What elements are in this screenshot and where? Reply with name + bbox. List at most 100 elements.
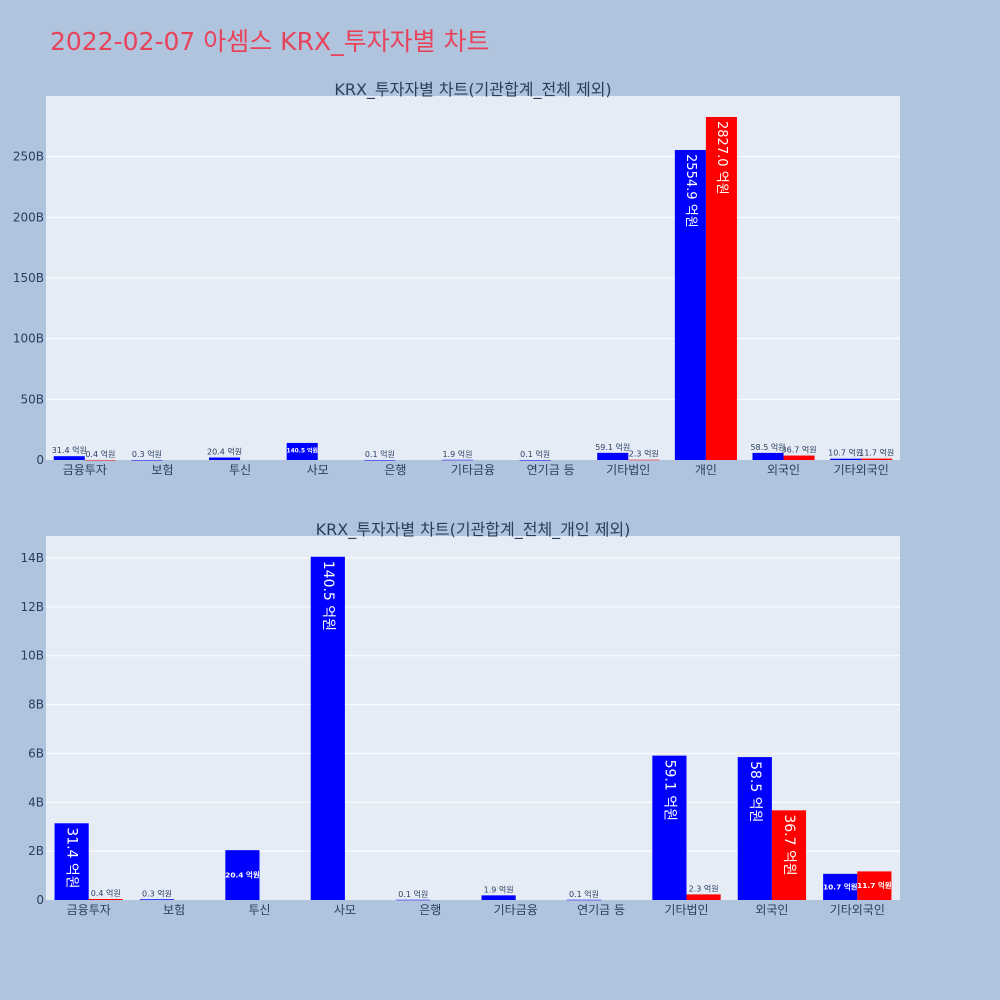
bar-value-label: 0.4 억원 <box>85 449 115 459</box>
bar-value-label: 59.1 억원 <box>661 760 677 821</box>
y-tick-label: 2B <box>28 844 44 858</box>
x-tick-label: 기타외국인 <box>830 903 885 917</box>
bar-value-label: 2827.0 억원 <box>714 121 729 195</box>
bar-series-1 <box>652 755 687 900</box>
bar-value-label: 11.7 억원 <box>859 448 894 458</box>
bar-value-label: 1.9 억원 <box>442 449 472 459</box>
y-tick-label: 0 <box>36 893 44 907</box>
page-title: 2022-02-07 아셈스 KRX_투자자별 차트 <box>50 27 490 56</box>
bar-series-1 <box>139 899 175 900</box>
bar-value-label: 2554.9 억원 <box>683 154 698 228</box>
bar-value-label: 140.5 억원 <box>287 446 318 454</box>
x-tick-label: 기타외국인 <box>834 463 889 477</box>
bar-value-label: 2.3 억원 <box>689 883 719 893</box>
bar-series-2 <box>84 459 116 461</box>
bar-value-label: 0.1 억원 <box>520 449 550 459</box>
x-tick-label: 기타금융 <box>451 463 495 477</box>
bar-series-1 <box>396 899 431 901</box>
bar-value-label: 36.7 억원 <box>781 814 797 875</box>
bar-value-label: 140.5 억원 <box>320 561 336 631</box>
bar-value-label: 11.7 억원 <box>857 880 892 890</box>
bar-value-label: 58.5 억원 <box>747 761 763 822</box>
x-tick-label: 투신 <box>248 903 270 917</box>
bar-value-label: 36.7 억원 <box>782 445 817 455</box>
bar-series-1 <box>54 823 89 900</box>
x-tick-label: 기타금융 <box>494 903 538 917</box>
bar-series-1 <box>481 895 516 900</box>
bar-series-2 <box>771 810 807 900</box>
x-tick-label: 은행 <box>384 462 406 477</box>
bar-value-label: 1.9 억원 <box>484 884 514 894</box>
bar-series-1 <box>131 459 163 461</box>
bar-series-2 <box>686 894 721 900</box>
bar-series-2 <box>705 116 737 461</box>
x-tick-label: 기타법인 <box>664 903 708 917</box>
bar-series-1 <box>364 459 396 461</box>
bar-series-1 <box>737 757 772 900</box>
bar-series-1 <box>310 556 345 900</box>
bar-series-1 <box>441 459 473 461</box>
bar-series-2 <box>783 455 815 460</box>
bar-value-label: 20.4 억원 <box>207 447 242 457</box>
bar-value-label: 58.5 억원 <box>750 442 785 452</box>
y-tick-label: 4B <box>28 795 44 809</box>
bar-series-1 <box>752 452 784 460</box>
x-tick-label: 외국인 <box>755 903 788 917</box>
bar-value-label: 0.3 억원 <box>132 449 162 459</box>
y-tick-label: 50B <box>20 392 44 406</box>
x-tick-label: 기타법인 <box>606 463 650 477</box>
bar-value-label: 0.1 억원 <box>365 449 395 459</box>
bar-value-label: 2.3 억원 <box>629 449 659 459</box>
bar-value-label: 0.3 억원 <box>142 888 172 898</box>
bar-series-1 <box>286 442 318 460</box>
bar-value-label: 31.4 억원 <box>52 445 87 455</box>
bar-series-1 <box>674 150 706 460</box>
x-tick-label: 사모 <box>334 903 356 917</box>
chart-subtitle: KRX_투자자별 차트(기관합계_전체 제외) <box>334 80 611 100</box>
bar-value-label: 0.1 억원 <box>569 889 599 899</box>
bar-value-label: 20.4 억원 <box>225 870 260 880</box>
bar-series-1 <box>823 873 858 900</box>
x-tick-label: 보험 <box>151 463 173 477</box>
bar-series-1 <box>209 457 241 460</box>
bar-value-label: 59.1 억원 <box>595 442 630 452</box>
y-tick-label: 250B <box>13 150 44 164</box>
y-tick-label: 10B <box>20 649 44 663</box>
x-tick-label: 외국인 <box>767 463 800 477</box>
y-tick-label: 0 <box>36 453 44 467</box>
x-tick-label: 보험 <box>163 903 185 917</box>
x-tick-label: 은행 <box>419 902 441 917</box>
bar-value-label: 0.4 억원 <box>91 888 121 898</box>
bar-series-1 <box>566 899 602 901</box>
y-tick-label: 100B <box>13 332 44 346</box>
y-tick-label: 200B <box>13 210 44 224</box>
bar-series-2 <box>628 459 660 461</box>
bar-value-label: 0.1 억원 <box>398 889 428 899</box>
y-tick-label: 14B <box>20 551 44 565</box>
bar-series-1 <box>597 452 629 460</box>
y-tick-label: 150B <box>13 271 44 285</box>
bar-series-2 <box>857 871 892 900</box>
x-tick-label: 연기금 등 <box>577 903 625 917</box>
bar-series-2 <box>88 899 123 900</box>
y-tick-label: 12B <box>20 600 44 614</box>
x-tick-label: 사모 <box>307 463 329 477</box>
bar-value-label: 10.7 억원 <box>828 448 863 458</box>
x-tick-label: 투신 <box>229 463 251 477</box>
x-tick-label: 개인 <box>695 463 717 477</box>
bar-series-1 <box>225 850 260 900</box>
y-tick-label: 8B <box>28 698 44 712</box>
bar-value-label: 10.7 억원 <box>823 881 858 891</box>
bar-value-label: 31.4 억원 <box>64 827 80 888</box>
chart-subtitle: KRX_투자자별 차트(기관합계_전체_개인 제외) <box>316 520 631 540</box>
bar-series-1 <box>519 459 551 461</box>
y-tick-label: 6B <box>28 746 44 760</box>
x-tick-label: 금융투자 <box>67 903 111 917</box>
bar-series-1 <box>53 456 85 460</box>
x-tick-label: 연기금 등 <box>527 463 575 477</box>
bar-series-2 <box>861 458 893 460</box>
x-tick-label: 금융투자 <box>63 463 107 477</box>
bar-series-1 <box>830 458 862 460</box>
